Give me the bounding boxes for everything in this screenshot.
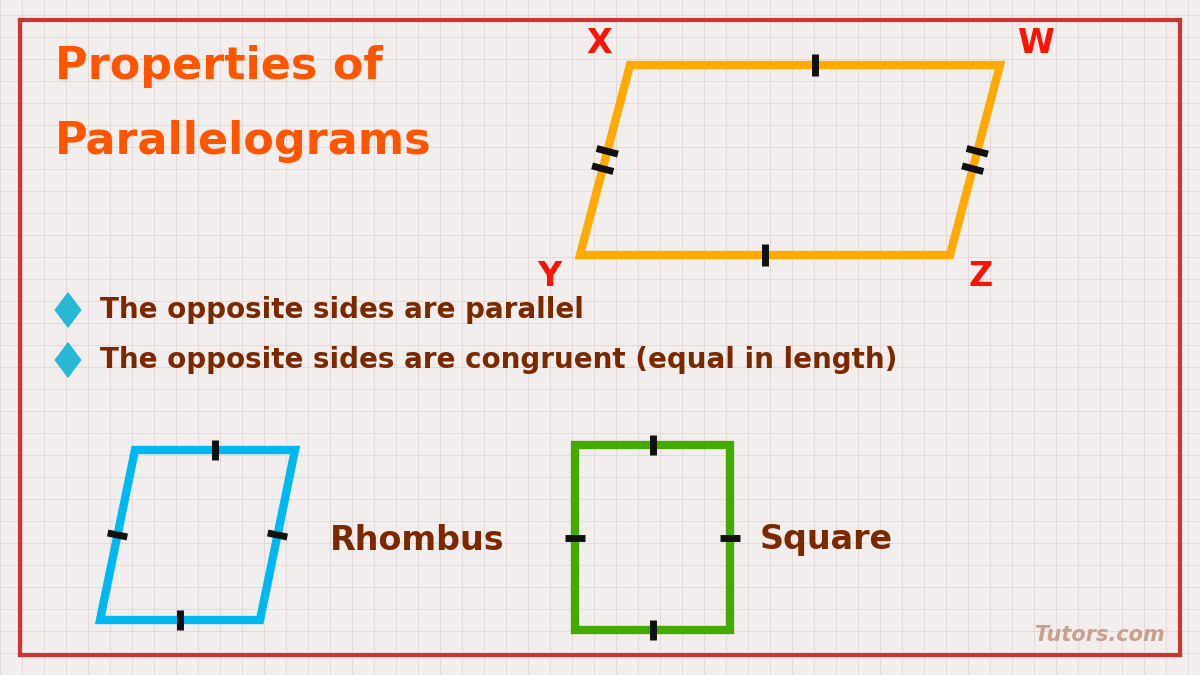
Text: Z: Z	[968, 260, 992, 293]
Text: Parallelograms: Parallelograms	[55, 120, 432, 163]
Text: Properties of: Properties of	[55, 45, 383, 88]
Text: W: W	[1018, 27, 1055, 60]
Text: Y: Y	[538, 260, 562, 293]
Text: Square: Square	[760, 524, 893, 556]
Polygon shape	[55, 343, 80, 377]
Text: The opposite sides are congruent (equal in length): The opposite sides are congruent (equal …	[100, 346, 898, 374]
Polygon shape	[55, 293, 80, 327]
Text: The opposite sides are parallel: The opposite sides are parallel	[100, 296, 584, 324]
Text: X: X	[587, 27, 612, 60]
Text: Tutors.com: Tutors.com	[1036, 625, 1165, 645]
Text: Rhombus: Rhombus	[330, 524, 505, 556]
